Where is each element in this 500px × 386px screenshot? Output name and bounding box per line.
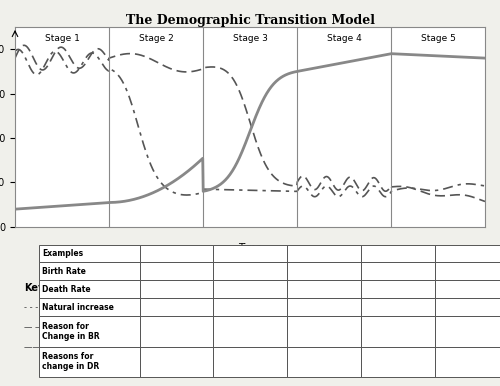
Bar bbox=[214, 262, 287, 280]
Bar bbox=[38, 262, 140, 280]
Bar bbox=[361, 245, 434, 262]
Bar bbox=[361, 347, 434, 377]
Text: Stage 5: Stage 5 bbox=[420, 34, 456, 43]
Bar bbox=[214, 280, 287, 298]
Bar bbox=[214, 316, 287, 347]
Bar bbox=[287, 347, 361, 377]
Text: Examples: Examples bbox=[42, 249, 84, 258]
Bar bbox=[140, 262, 214, 280]
Bar bbox=[140, 347, 214, 377]
Bar bbox=[434, 262, 500, 280]
Text: Stage 4: Stage 4 bbox=[326, 34, 362, 43]
Bar bbox=[214, 298, 287, 316]
Bar bbox=[38, 316, 140, 347]
Bar bbox=[140, 245, 214, 262]
Bar bbox=[434, 347, 500, 377]
Bar bbox=[38, 347, 140, 377]
Bar bbox=[38, 298, 140, 316]
Text: ——— Total population: ——— Total population bbox=[24, 343, 119, 352]
Bar bbox=[361, 280, 434, 298]
Bar bbox=[38, 280, 140, 298]
Bar bbox=[287, 262, 361, 280]
Bar bbox=[140, 316, 214, 347]
Text: The Demographic Transition Model: The Demographic Transition Model bbox=[126, 14, 374, 27]
Text: Stage 1: Stage 1 bbox=[44, 34, 80, 43]
Text: Time: Time bbox=[238, 243, 262, 253]
Text: Key: Key bbox=[24, 283, 45, 293]
Bar bbox=[140, 280, 214, 298]
Text: Death Rate: Death Rate bbox=[42, 285, 91, 294]
Text: — — Death rate: — — Death rate bbox=[24, 323, 92, 332]
Bar bbox=[214, 245, 287, 262]
Bar bbox=[434, 316, 500, 347]
Text: Natural increase: Natural increase bbox=[42, 303, 114, 312]
Bar bbox=[38, 245, 140, 262]
Text: - - - - Birth rate: - - - - Birth rate bbox=[24, 303, 87, 312]
Bar bbox=[434, 245, 500, 262]
Text: Stage 2: Stage 2 bbox=[138, 34, 173, 43]
Text: Reasons for
change in DR: Reasons for change in DR bbox=[42, 352, 100, 371]
Text: Birth Rate: Birth Rate bbox=[42, 267, 86, 276]
Bar bbox=[361, 298, 434, 316]
Bar bbox=[287, 316, 361, 347]
Bar bbox=[140, 298, 214, 316]
Bar bbox=[287, 280, 361, 298]
Text: Reason for
Change in BR: Reason for Change in BR bbox=[42, 322, 100, 341]
Bar bbox=[214, 347, 287, 377]
Text: Stage 3: Stage 3 bbox=[232, 34, 268, 43]
Bar bbox=[361, 316, 434, 347]
Bar bbox=[361, 262, 434, 280]
Bar bbox=[434, 298, 500, 316]
Bar bbox=[434, 280, 500, 298]
Bar bbox=[287, 298, 361, 316]
Bar bbox=[287, 245, 361, 262]
